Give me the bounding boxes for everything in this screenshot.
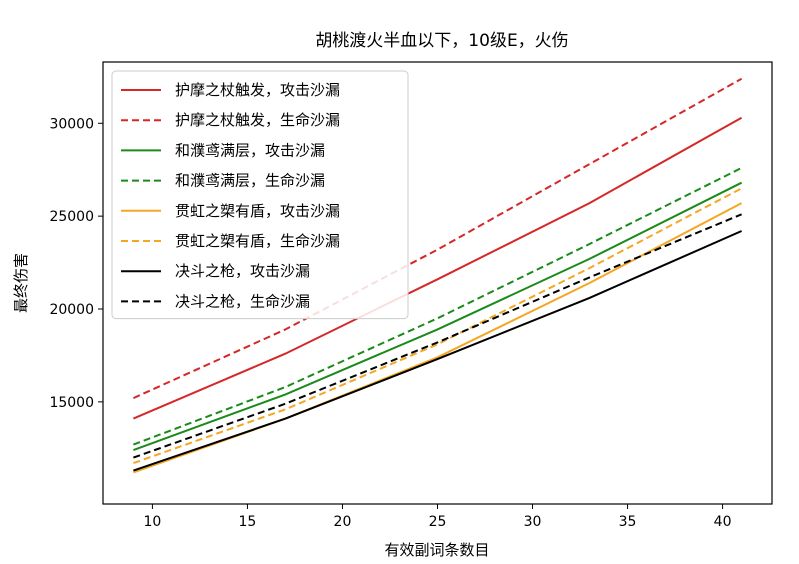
y-axis: 15000 20000 25000 30000 (49, 116, 103, 411)
x-tick-label: 40 (714, 514, 732, 530)
series-line-2 (132, 77, 743, 400)
legend-entry-7: 决斗之枪，攻击沙漏 (175, 262, 310, 280)
chart-title: 胡桃渡火半血以下，10级E，火伤 (315, 31, 568, 51)
series-line-4 (133, 167, 743, 446)
y-tick-label: 25000 (49, 209, 94, 225)
y-axis-label: 最终伤害 (12, 253, 30, 313)
legend-entry-8: 决斗之枪，生命沙漏 (175, 292, 310, 310)
legend-entry-5: 贯虹之槊有盾，攻击沙漏 (175, 202, 340, 220)
plot-area (132, 77, 743, 474)
series-line-8 (133, 213, 742, 459)
series-line-6 (133, 187, 743, 465)
x-axis: 10 15 20 25 30 35 40 (144, 504, 732, 530)
y-tick-label: 30000 (49, 116, 94, 132)
y-tick-label: 20000 (49, 302, 94, 318)
legend: 护摩之杖触发，攻击沙漏护摩之杖触发，生命沙漏和濮鸢满层，攻击沙漏和濮鸢满层，生命… (111, 70, 409, 320)
x-tick-label: 15 (239, 514, 257, 530)
legend-entry-1: 护摩之杖触发，攻击沙漏 (175, 81, 340, 99)
y-tick-label: 15000 (49, 395, 94, 411)
legend-entry-2: 护摩之杖触发，生命沙漏 (175, 111, 340, 129)
x-tick-label: 30 (524, 514, 542, 530)
x-tick-label: 20 (334, 514, 352, 530)
legend-entry-4: 和濮鸢满层，生命沙漏 (175, 172, 325, 190)
x-tick-label: 35 (619, 514, 637, 530)
x-tick-label: 10 (144, 514, 162, 530)
series-line-3 (133, 181, 743, 452)
x-axis-label: 有效副词条数目 (384, 541, 489, 559)
series-line-7 (133, 230, 743, 472)
x-tick-label: 25 (429, 514, 447, 530)
series-line-1 (133, 116, 743, 420)
legend-entry-6: 贯虹之槊有盾，生命沙漏 (175, 232, 340, 250)
legend-box (111, 70, 409, 320)
legend-entry-3: 和濮鸢满层，攻击沙漏 (175, 141, 325, 159)
